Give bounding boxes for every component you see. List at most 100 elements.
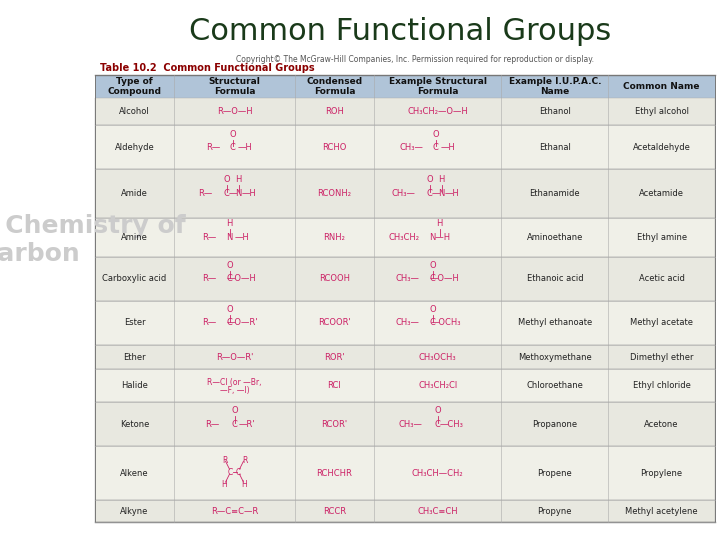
Text: —R': —R' bbox=[238, 420, 255, 429]
Bar bbox=[95, 345, 715, 369]
Text: Amine: Amine bbox=[121, 233, 148, 242]
Text: R—Cl (or —Br,: R—Cl (or —Br, bbox=[207, 379, 262, 387]
Text: Example Structural
Formula: Example Structural Formula bbox=[389, 77, 487, 96]
Text: CH₃CH₂: CH₃CH₂ bbox=[389, 233, 420, 242]
Text: H: H bbox=[226, 219, 233, 228]
Text: Acetone: Acetone bbox=[644, 420, 679, 429]
Text: R—O—H: R—O—H bbox=[217, 107, 252, 116]
Text: Methyl acetate: Methyl acetate bbox=[630, 319, 693, 327]
Text: O: O bbox=[229, 130, 236, 139]
Bar bbox=[95, 169, 715, 218]
Text: Methoxymethane: Methoxymethane bbox=[518, 353, 592, 362]
Text: RCOR': RCOR' bbox=[321, 420, 348, 429]
Bar bbox=[95, 75, 715, 98]
Text: R—O—R': R—O—R' bbox=[216, 353, 253, 362]
Text: CH₃CH₂—O—H: CH₃CH₂—O—H bbox=[408, 107, 468, 116]
Text: N: N bbox=[226, 233, 233, 242]
Bar bbox=[95, 301, 715, 345]
Text: CH₃—: CH₃— bbox=[400, 143, 424, 152]
Text: H: H bbox=[242, 480, 248, 489]
Text: ROH: ROH bbox=[325, 107, 344, 116]
Bar bbox=[95, 98, 715, 125]
Text: R—C≡C—R: R—C≡C—R bbox=[211, 507, 258, 516]
Text: Aminoethane: Aminoethane bbox=[526, 233, 583, 242]
Text: Ethanal: Ethanal bbox=[539, 143, 571, 152]
Text: RNH₂: RNH₂ bbox=[323, 233, 346, 242]
Text: H: H bbox=[438, 176, 445, 185]
Text: Acetamide: Acetamide bbox=[639, 189, 684, 198]
Text: H: H bbox=[436, 219, 443, 228]
Bar bbox=[95, 257, 715, 301]
Text: —: — bbox=[228, 189, 237, 198]
Text: C: C bbox=[433, 143, 438, 152]
Text: Carboxylic acid: Carboxylic acid bbox=[102, 274, 167, 284]
Text: —H: —H bbox=[237, 143, 252, 152]
Bar bbox=[95, 125, 715, 169]
Text: RCHO: RCHO bbox=[323, 143, 346, 152]
Text: CH₃OCH₃: CH₃OCH₃ bbox=[419, 353, 456, 362]
Text: Ether: Ether bbox=[123, 353, 146, 362]
Text: Structural
Formula: Structural Formula bbox=[209, 77, 261, 96]
Text: C: C bbox=[227, 319, 233, 327]
Text: R—: R— bbox=[202, 233, 217, 242]
Text: Alkyne: Alkyne bbox=[120, 507, 149, 516]
Text: CH₃CH₂Cl: CH₃CH₂Cl bbox=[418, 381, 457, 390]
Text: H: H bbox=[222, 480, 228, 489]
Text: O: O bbox=[429, 261, 436, 270]
Text: RCONH₂: RCONH₂ bbox=[318, 189, 351, 198]
Text: C: C bbox=[232, 420, 238, 429]
Text: C: C bbox=[230, 143, 235, 152]
Text: CH₃—: CH₃— bbox=[396, 274, 420, 284]
Text: C: C bbox=[227, 274, 233, 284]
Text: O: O bbox=[434, 406, 441, 415]
Text: RCOOR': RCOOR' bbox=[318, 319, 351, 327]
Text: Common Functional Groups: Common Functional Groups bbox=[189, 17, 611, 46]
Text: O: O bbox=[226, 261, 233, 270]
Text: O: O bbox=[223, 176, 230, 185]
Text: C: C bbox=[430, 319, 436, 327]
Text: —CH₃: —CH₃ bbox=[440, 420, 464, 429]
Text: Condensed
Formula: Condensed Formula bbox=[306, 77, 362, 96]
Text: R—: R— bbox=[205, 420, 220, 429]
Text: Methyl ethanoate: Methyl ethanoate bbox=[518, 319, 592, 327]
Text: Alkene: Alkene bbox=[120, 469, 149, 478]
Text: —F, —I): —F, —I) bbox=[220, 386, 249, 395]
Text: Ester: Ester bbox=[124, 319, 145, 327]
Text: CH₃C≡CH: CH₃C≡CH bbox=[418, 507, 458, 516]
Text: R: R bbox=[242, 456, 247, 464]
Text: Ethanol: Ethanol bbox=[539, 107, 571, 116]
Text: O: O bbox=[426, 176, 433, 185]
Text: Ethanoic acid: Ethanoic acid bbox=[526, 274, 583, 284]
Text: R—: R— bbox=[206, 143, 220, 152]
Text: O: O bbox=[231, 406, 238, 415]
Text: Methyl acetylene: Methyl acetylene bbox=[625, 507, 698, 516]
Bar bbox=[95, 402, 715, 446]
Text: Type of
Compound: Type of Compound bbox=[107, 77, 161, 96]
Text: H: H bbox=[235, 176, 242, 185]
Text: Propylene: Propylene bbox=[641, 469, 683, 478]
Text: O: O bbox=[226, 305, 233, 314]
Text: R—: R— bbox=[202, 274, 217, 284]
Text: CH₃—: CH₃— bbox=[396, 319, 420, 327]
Text: RCHCHR: RCHCHR bbox=[317, 469, 352, 478]
Text: Ethyl chloride: Ethyl chloride bbox=[633, 381, 690, 390]
Text: Copyright© The McGraw-Hill Companies, Inc. Permission required for reproduction : Copyright© The McGraw-Hill Companies, In… bbox=[236, 55, 594, 64]
Text: —O—R': —O—R' bbox=[227, 319, 258, 327]
Text: CH₃—: CH₃— bbox=[392, 189, 415, 198]
Text: Propyne: Propyne bbox=[538, 507, 572, 516]
Text: Example I.U.P.A.C.
Name: Example I.U.P.A.C. Name bbox=[508, 77, 601, 96]
Text: R—: R— bbox=[202, 319, 217, 327]
Text: Chloroethane: Chloroethane bbox=[526, 381, 583, 390]
Text: —OCH₃: —OCH₃ bbox=[431, 319, 461, 327]
Text: —H: —H bbox=[444, 189, 459, 198]
Text: Acetic acid: Acetic acid bbox=[639, 274, 685, 284]
Text: Halide: Halide bbox=[121, 381, 148, 390]
Text: Acetaldehyde: Acetaldehyde bbox=[633, 143, 690, 152]
Text: R: R bbox=[222, 456, 228, 464]
Text: C: C bbox=[430, 274, 436, 284]
Text: 10.1 The Chemistry of
Carbon: 10.1 The Chemistry of Carbon bbox=[0, 214, 186, 266]
Text: Ethyl alcohol: Ethyl alcohol bbox=[634, 107, 688, 116]
Text: CH₃CH—CH₂: CH₃CH—CH₂ bbox=[412, 469, 464, 478]
Text: Ethyl amine: Ethyl amine bbox=[636, 233, 687, 242]
Text: N—H: N—H bbox=[429, 233, 450, 242]
